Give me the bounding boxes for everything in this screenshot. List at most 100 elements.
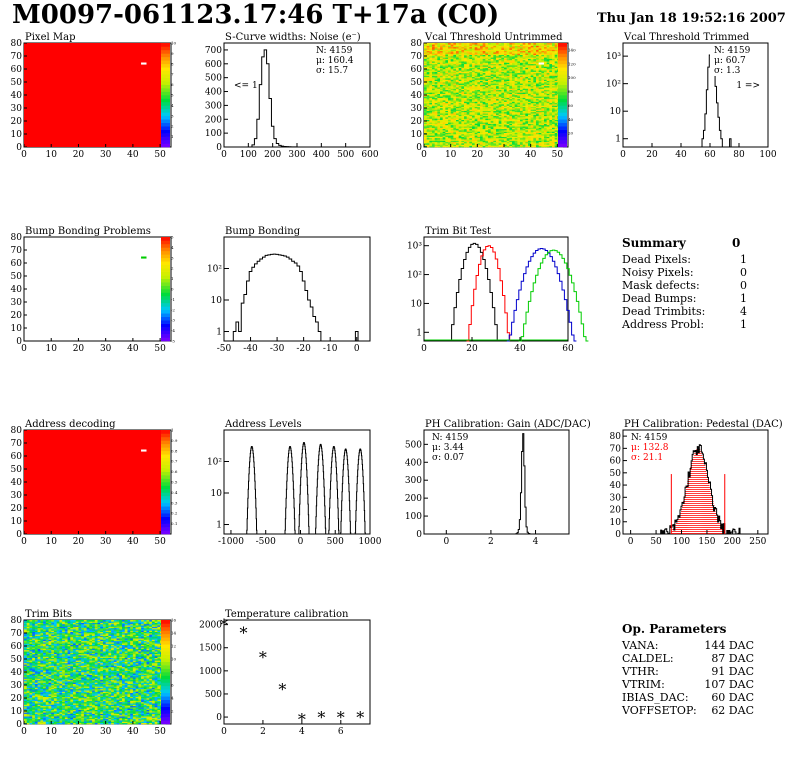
- heatmap-cell: [24, 716, 28, 718]
- heatmap-cell: [429, 92, 433, 94]
- heatmap-cell: [424, 69, 427, 71]
- heatmap-cell: [525, 74, 529, 76]
- heatmap-cell: [544, 124, 547, 127]
- heatmap-cell: [517, 49, 521, 52]
- heatmap-cell: [538, 45, 542, 48]
- heatmap-cell: [520, 134, 523, 136]
- heatmap-cell: [440, 126, 443, 128]
- heatmap-cell: [530, 85, 534, 88]
- heatmap-cell: [469, 143, 473, 145]
- heatmap-cell: [442, 57, 446, 59]
- heatmap-cell: [554, 61, 558, 63]
- heatmap-cell: [512, 66, 515, 68]
- heatmap-cell: [488, 119, 491, 122]
- heatmap-cell: [528, 137, 531, 140]
- heatmap-cell: [496, 78, 499, 80]
- heatmap-cell: [461, 131, 465, 133]
- heatmap-cell: [538, 110, 542, 113]
- heatmap-cell: [440, 109, 443, 111]
- heatmap-cell: [461, 115, 465, 118]
- heatmap-cell: [498, 134, 502, 136]
- heatmap-cell: [477, 79, 481, 81]
- heatmap-cell: [445, 127, 449, 130]
- heatmap-cell: [541, 126, 545, 128]
- heatmap-cell: [474, 122, 478, 124]
- heatmap-cell: [541, 118, 545, 120]
- heatmap-cell: [490, 76, 494, 79]
- heatmap-cell: [546, 101, 550, 104]
- heatmap-cell: [440, 134, 443, 136]
- heatmap-cell: [477, 78, 481, 80]
- heatmap-cell: [474, 110, 478, 113]
- heatmap-cell: [429, 134, 433, 136]
- heatmap-cell: [440, 80, 443, 83]
- heatmap-cell: [432, 140, 435, 143]
- heatmap-cell: [496, 56, 499, 58]
- color-scale-cell: [161, 440, 170, 445]
- heatmap-cell: [432, 123, 435, 126]
- heatmap-cell: [522, 76, 526, 79]
- heatmap-cell: [504, 118, 507, 120]
- heatmap-cell: [434, 46, 438, 49]
- heatmap-cell: [456, 71, 459, 74]
- heatmap-cell: [442, 83, 446, 85]
- heatmap-cell: [429, 74, 433, 76]
- heatmap-cell: [474, 126, 478, 128]
- heatmap-cell: [506, 141, 510, 144]
- heatmap-cell: [552, 97, 555, 100]
- heatmap-cell: [151, 720, 155, 722]
- heatmap-cell: [472, 100, 475, 102]
- heatmap-cell: [132, 721, 136, 723]
- heatmap-cell: [56, 722, 60, 725]
- heatmap-cell: [528, 101, 531, 104]
- heatmap-cell: [450, 104, 454, 106]
- heatmap-cell: [448, 115, 451, 118]
- heatmap-cell: [474, 118, 478, 120]
- heatmap-cell: [488, 43, 491, 45]
- heatmap-cell: [493, 43, 497, 45]
- heatmap-cell: [469, 49, 473, 52]
- heatmap-cell: [538, 128, 542, 131]
- heatmap-cell: [59, 717, 63, 720]
- x-tick-label: -500: [256, 537, 276, 547]
- heatmap-cell: [442, 45, 446, 48]
- heatmap-cell: [512, 101, 515, 104]
- heatmap-cell: [528, 56, 531, 58]
- heatmap-cell: [437, 78, 441, 80]
- heatmap-cell: [504, 95, 507, 97]
- heatmap-cell: [461, 137, 465, 140]
- z-tick-label: -1: [171, 297, 175, 302]
- heatmap-cell: [450, 135, 454, 137]
- heatmap-cell: [522, 52, 526, 54]
- heatmap-cell: [458, 128, 462, 131]
- heatmap-cell: [130, 721, 134, 723]
- heatmap-cell: [461, 123, 465, 126]
- heatmap-cell: [546, 114, 550, 117]
- heatmap-cell: [514, 104, 518, 106]
- heatmap-cell: [440, 93, 443, 96]
- heatmap-cell: [474, 128, 478, 131]
- heatmap-cell: [450, 96, 454, 98]
- heatmap-cell: [501, 71, 505, 74]
- heatmap-cell: [437, 140, 441, 143]
- heatmap-cell: [442, 85, 446, 88]
- heatmap-cell: [477, 93, 481, 96]
- heatmap-cell: [458, 69, 462, 71]
- heatmap-cell: [458, 136, 462, 139]
- heatmap-cell: [522, 45, 526, 48]
- heatmap-cell: [445, 105, 449, 107]
- heatmap-cell: [56, 717, 60, 720]
- heatmap-cell: [552, 98, 555, 101]
- heatmap-cell: [530, 78, 534, 80]
- heatmap-cell: [469, 140, 473, 143]
- heatmap-cell: [440, 71, 443, 74]
- heatmap-cell: [440, 96, 443, 98]
- heatmap-cell: [538, 69, 542, 71]
- heatmap-cell: [536, 53, 539, 55]
- x-tick-label: 0: [628, 537, 634, 547]
- heatmap-cell: [512, 123, 515, 126]
- heatmap-cell: [530, 88, 534, 91]
- heatmap-cell: [536, 78, 539, 80]
- heatmap-cell: [517, 80, 521, 83]
- heatmap-cell: [437, 84, 441, 87]
